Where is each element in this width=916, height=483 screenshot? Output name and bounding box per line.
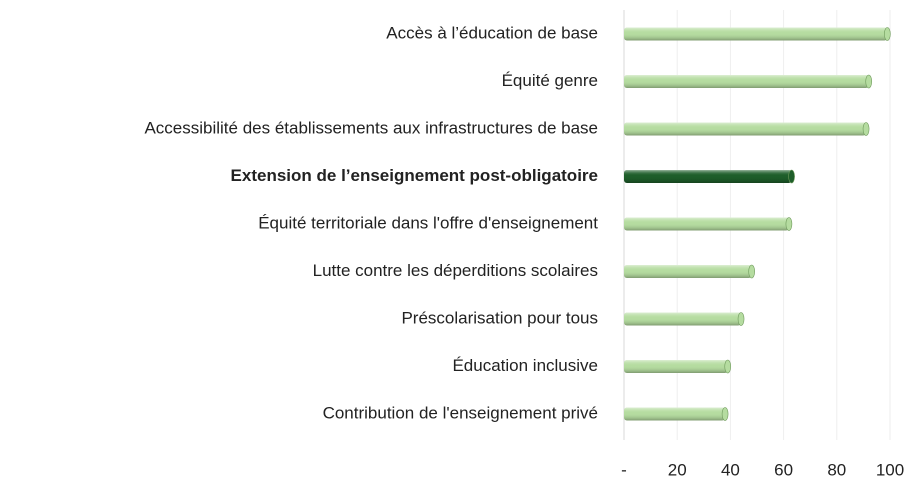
bar-shade: [624, 170, 792, 183]
x-tick-label: 100: [876, 460, 904, 479]
x-tick-label: 60: [774, 460, 793, 479]
bar-shade: [624, 407, 726, 421]
y-tick-label: Contribution de l'enseignement privé: [323, 403, 598, 422]
bar-cap: [862, 122, 870, 136]
y-tick-label: Préscolarisation pour tous: [401, 308, 598, 327]
bar-shade: [624, 217, 789, 231]
y-tick-label: Équité territoriale dans l'offre d'ensei…: [258, 213, 598, 232]
bar-shade: [624, 122, 867, 136]
bar-shade: [624, 75, 869, 88]
x-tick-label: 80: [827, 460, 846, 479]
x-tick-label: 40: [721, 460, 740, 479]
y-tick-label: Lutte contre les déperditions scolaires: [313, 261, 598, 280]
y-tick-label: Accessibilité des établissements aux inf…: [144, 118, 598, 137]
bar-shade: [624, 312, 742, 326]
y-tick-label: Accès à l’éducation de base: [386, 23, 598, 42]
bar-shade: [624, 265, 752, 278]
bar-cap: [884, 27, 891, 41]
bar-cap: [721, 407, 729, 421]
x-tick-label: 20: [668, 460, 687, 479]
bar-cap: [737, 312, 745, 326]
bar-cap: [785, 217, 793, 231]
bar-cap: [748, 264, 755, 279]
bar-cap: [724, 359, 732, 374]
bar-shade: [624, 27, 888, 41]
y-tick-label: Extension de l’enseignement post-obligat…: [231, 166, 598, 185]
y-tick-label: Éducation inclusive: [452, 356, 598, 375]
bar-cap: [865, 74, 873, 89]
bar-cap: [788, 169, 795, 184]
x-tick-label: -: [621, 460, 627, 479]
y-tick-label: Équité genre: [502, 71, 598, 90]
bar-shade: [624, 360, 728, 373]
